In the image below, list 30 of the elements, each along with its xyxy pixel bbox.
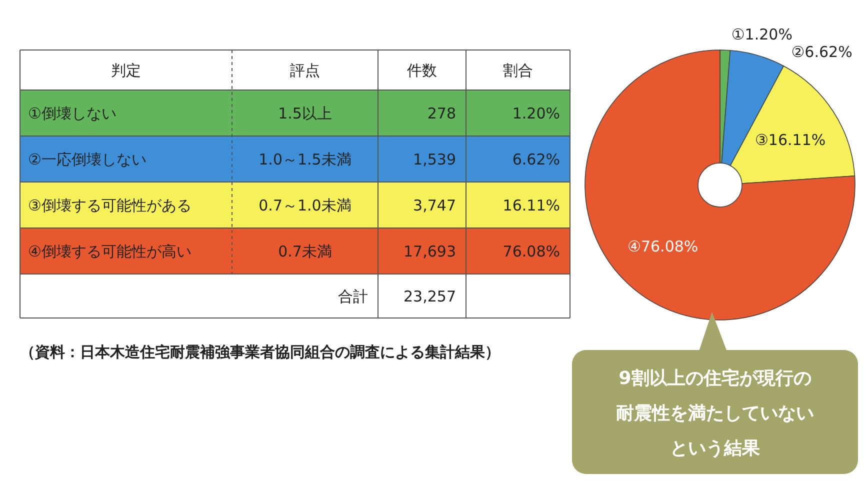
text: 評点 [290,61,320,80]
text: 判定 [111,61,141,80]
text: 割合 [503,61,533,80]
text: ②一応倒壊しない [28,150,146,168]
text: 1.0～1.5未満 [258,150,352,168]
text: 3,747 [413,196,456,214]
text: 合計 [338,287,368,306]
text: 1.20% [512,104,560,122]
text: 23,257 [404,287,456,306]
text: 16.11% [502,196,560,214]
text: 0.7～1.0未満 [258,196,352,214]
text: 6.62% [512,150,560,168]
text: 9割以上の住宅が現行の [618,368,812,389]
text: 17,693 [404,242,456,260]
text: 76.08% [502,242,560,260]
text: ③倒壊する可能性がある [28,196,192,214]
text: 278 [427,104,456,122]
text: 0.7未満 [278,242,332,260]
data-label: ①1.20% [731,26,792,44]
text: 1,539 [413,150,456,168]
text: （資料：日本木造住宅耐震補強事業者協同組合の調査による集計結果） [20,343,500,361]
text: 件数 [407,61,437,80]
text: ①倒壊しない [28,104,116,122]
data-label: ②6.62% [791,43,852,62]
data-label: ③16.11% [754,130,826,149]
text: ④倒壊する可能性が高い [28,242,192,260]
data-label: ④76.08% [628,237,698,256]
text: 1.5以上 [278,104,332,122]
text: という結果 [670,438,761,459]
text: 耐震性を満たしていない [616,403,814,424]
